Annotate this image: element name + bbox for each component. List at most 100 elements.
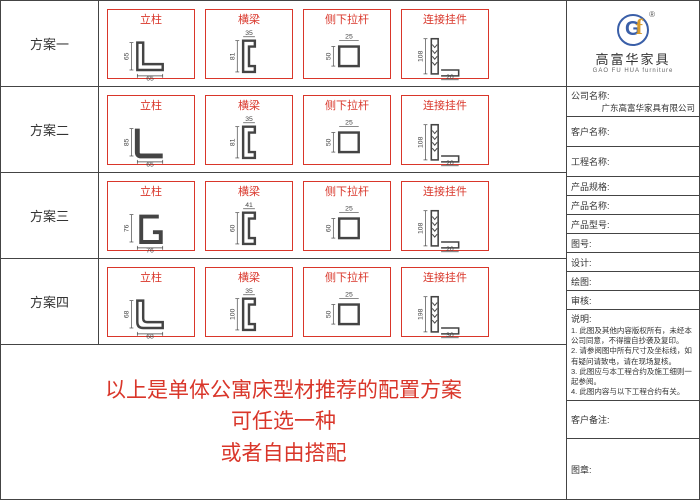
svg-text:85: 85 xyxy=(124,138,131,146)
svg-text:35: 35 xyxy=(245,29,253,36)
profile-icon: 41 60 xyxy=(206,199,292,257)
plan-row: 方案一立柱 65 65 横梁 35 81 侧下拉杆 25 50 连 xyxy=(1,1,566,87)
part-title: 横梁 xyxy=(238,97,260,113)
footer-note: 以上是单体公寓床型材推荐的配置方案 可任选一种 或者自由搭配 xyxy=(1,345,566,499)
plan-label: 方案一 xyxy=(1,1,99,86)
brand-logo-icon: ® xyxy=(617,14,649,46)
company-row: 公司名称: 广东高富华家具有限公司 xyxy=(567,87,699,117)
svg-text:76: 76 xyxy=(124,224,131,232)
profile-icon: 25 50 xyxy=(304,27,390,85)
part-title: 立柱 xyxy=(140,11,162,27)
profile-icon: 68 68 xyxy=(108,285,194,343)
profile-icon: 25 60 xyxy=(304,199,390,257)
svg-text:100: 100 xyxy=(229,308,236,320)
svg-text:81: 81 xyxy=(229,138,236,146)
stamp-label: 图章: xyxy=(571,463,695,476)
profile-icon: 108 20 xyxy=(402,113,488,171)
project-row: 工程名称: xyxy=(567,147,699,177)
svg-text:65: 65 xyxy=(124,52,131,60)
footer-line-1: 以上是单体公寓床型材推荐的配置方案 xyxy=(105,375,462,407)
note-2: 2. 请参阅图中所有尺寸及坐标线，如有疑问请致电，请在现场复核。 xyxy=(571,346,695,366)
svg-text:30: 30 xyxy=(446,331,454,338)
review-label: 审核: xyxy=(571,294,695,307)
logo-cell: ® 高富华家具 GAO FU HUA furniture xyxy=(567,1,699,87)
part-beam: 横梁 35 81 xyxy=(205,9,293,79)
profile-icon: 35 81 xyxy=(206,27,292,85)
svg-text:60: 60 xyxy=(325,224,332,232)
part-rod: 侧下拉杆 25 50 xyxy=(303,95,391,165)
profile-icon: 65 85 xyxy=(108,113,194,171)
plan-label: 方案三 xyxy=(1,173,99,258)
product-row: 产品名称: xyxy=(567,196,699,215)
notes-title: 说明: xyxy=(571,313,695,325)
client-label: 客户名称: xyxy=(571,125,695,138)
part-title: 侧下拉杆 xyxy=(325,11,369,27)
svg-text:108: 108 xyxy=(418,136,425,148)
svg-text:81: 81 xyxy=(229,52,236,60)
plan-label: 方案二 xyxy=(1,87,99,172)
drawing-sheet: 方案一立柱 65 65 横梁 35 81 侧下拉杆 25 50 连 xyxy=(0,0,700,500)
svg-text:50: 50 xyxy=(325,138,332,146)
part-conn: 连接挂件 108 20 xyxy=(401,95,489,165)
notes-block: 说明: 1. 此图及其他内容版权所有，未经本公司同意，不得擅自抄袭及复印。 2.… xyxy=(567,310,699,401)
plan-parts: 立柱 65 65 横梁 35 81 侧下拉杆 25 50 连接挂件 xyxy=(99,1,566,86)
plan-parts: 立柱 65 85 横梁 35 81 侧下拉杆 25 50 连接挂件 xyxy=(99,87,566,172)
svg-text:108: 108 xyxy=(418,50,425,62)
profile-icon: 198 30 xyxy=(402,285,488,343)
part-title: 连接挂件 xyxy=(423,269,467,285)
profile-icon: 35 81 xyxy=(206,113,292,171)
part-title: 连接挂件 xyxy=(423,97,467,113)
plan-parts: 立柱 76 76 横梁 41 60 侧下拉杆 25 60 连接挂件 xyxy=(99,173,566,258)
svg-text:50: 50 xyxy=(325,310,332,318)
svg-text:50: 50 xyxy=(325,52,332,60)
part-title: 侧下拉杆 xyxy=(325,97,369,113)
part-title: 立柱 xyxy=(140,183,162,199)
part-title: 连接挂件 xyxy=(423,11,467,27)
design-row: 设计: xyxy=(567,253,699,272)
profile-icon: 108 20 xyxy=(402,199,488,257)
title-block: ® 高富华家具 GAO FU HUA furniture 公司名称: 广东高富华… xyxy=(567,1,699,499)
brand-name-cn: 高富华家具 xyxy=(595,49,670,68)
profile-icon: 76 76 xyxy=(108,199,194,257)
project-label: 工程名称: xyxy=(571,155,695,168)
part-beam: 横梁 35 100 xyxy=(205,267,293,337)
client-row: 客户名称: xyxy=(567,117,699,147)
footer-line-2: 可任选一种 xyxy=(231,406,336,438)
svg-text:68: 68 xyxy=(124,310,131,318)
part-title: 横梁 xyxy=(238,11,260,27)
svg-text:20: 20 xyxy=(446,73,454,80)
svg-text:20: 20 xyxy=(446,245,454,252)
brand-name-en: GAO FU HUA furniture xyxy=(593,68,674,74)
part-col: 立柱 68 68 xyxy=(107,267,195,337)
model-row: 产品型号: xyxy=(567,215,699,234)
part-beam: 横梁 35 81 xyxy=(205,95,293,165)
part-conn: 连接挂件 198 30 xyxy=(401,267,489,337)
part-beam: 横梁 41 60 xyxy=(205,181,293,251)
svg-text:198: 198 xyxy=(418,308,425,320)
part-conn: 连接挂件 108 20 xyxy=(401,181,489,251)
svg-text:35: 35 xyxy=(245,115,253,122)
client-remark-row: 客户备注: xyxy=(567,401,699,439)
note-3: 3. 此图应与本工程合约及施工细则一起参阅。 xyxy=(571,367,695,387)
part-title: 侧下拉杆 xyxy=(325,183,369,199)
company-label: 公司名称: xyxy=(571,89,695,102)
svg-text:41: 41 xyxy=(245,201,253,208)
part-title: 横梁 xyxy=(238,269,260,285)
note-1: 1. 此图及其他内容版权所有，未经本公司同意，不得擅自抄袭及复印。 xyxy=(571,326,695,346)
profile-icon: 108 20 xyxy=(402,27,488,85)
part-title: 立柱 xyxy=(140,269,162,285)
profile-icon: 25 50 xyxy=(304,285,390,343)
drawing-no-label: 图号: xyxy=(571,237,695,250)
part-rod: 侧下拉杆 25 60 xyxy=(303,181,391,251)
part-col: 立柱 76 76 xyxy=(107,181,195,251)
part-title: 连接挂件 xyxy=(423,183,467,199)
svg-text:108: 108 xyxy=(418,222,425,234)
part-col: 立柱 65 85 xyxy=(107,95,195,165)
svg-text:25: 25 xyxy=(345,119,353,126)
plan-row: 方案三立柱 76 76 横梁 41 60 侧下拉杆 25 60 连 xyxy=(1,173,566,259)
svg-text:20: 20 xyxy=(446,159,454,166)
drawing-no-row: 图号: xyxy=(567,234,699,253)
part-title: 横梁 xyxy=(238,183,260,199)
draw-label: 绘图: xyxy=(571,275,695,288)
profile-icon: 65 65 xyxy=(108,27,194,85)
